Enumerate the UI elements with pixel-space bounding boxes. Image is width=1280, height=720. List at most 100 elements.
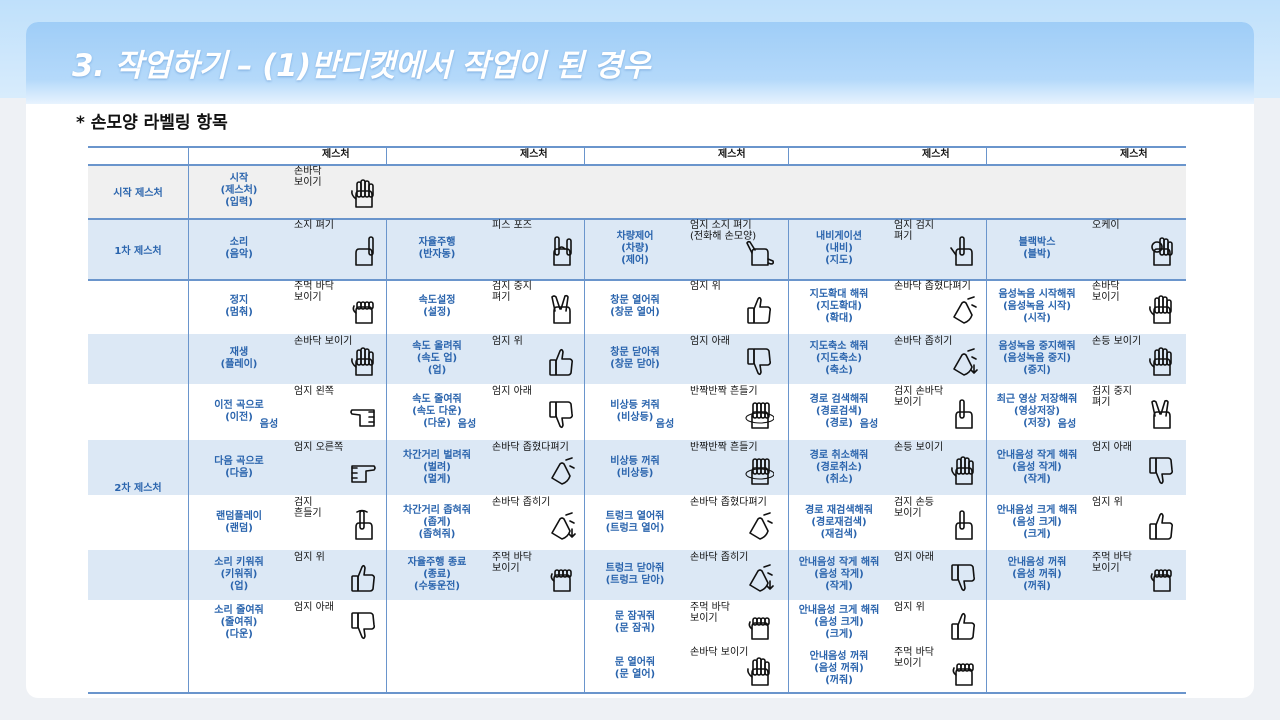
voice-command: 안내음성 꺼줘 (음성 꺼줘) (꺼줘) xyxy=(796,645,882,692)
gesture-label: 주먹 바닥 보이기 xyxy=(1092,552,1132,574)
pinch-close-icon xyxy=(948,345,978,379)
row-band xyxy=(88,440,1186,495)
gesture-label: 엄지 오른쪽 xyxy=(294,442,344,453)
gesture-label: 엄지 아래 xyxy=(894,552,934,563)
gesture-label: 주먹 바닥 보이기 xyxy=(894,647,934,669)
voice-command-text: 소리 (음악) xyxy=(225,236,253,260)
voice-command: 트렁크 열어줘 (트렁크 열어) xyxy=(592,495,678,550)
voice-command: 속도 올려줘 (속도 업) (업) xyxy=(394,334,480,384)
thumbs-down-icon xyxy=(546,398,576,432)
voice-command: 소리 줄여줘 (줄여줘) (다운) xyxy=(196,600,282,645)
thumbs-down-icon xyxy=(744,345,774,379)
voice-command: 속도 줄여줘 (속도 다운) (다운) xyxy=(394,384,480,440)
voice-command-text: 최근 영상 저장해줘 (영상저장) (저장) xyxy=(996,394,1078,429)
voice-command-text: 창문 닫아줘 (창문 닫아) xyxy=(610,347,660,370)
table-cell: 최근 영상 저장해줘 (영상저장) (저장) 검지 중지 펴기 xyxy=(986,384,1184,440)
gesture-label: 검지 흔들기 xyxy=(294,497,322,519)
voice-command: 음성녹음 시작해줘 (음성녹음 시작) (시작) xyxy=(994,279,1080,334)
section-subtitle: * 손모양 라벨링 항목 xyxy=(76,113,228,133)
thumbs-up-icon xyxy=(948,609,978,643)
voice-command-text: 차간거리 벌려줘 (벌려) (멀게) xyxy=(403,449,471,485)
table-cell: 비상등 꺼줘 (비상등) 반짝반짝 흔들기 xyxy=(584,440,782,495)
table-cell: 안내음성 크게 해줘 (음성 크게) (크게) 엄지 위 xyxy=(986,495,1184,550)
voice-command: 경로 검색해줘 (경로검색) (경로) xyxy=(796,384,882,440)
table-cell: 안내음성 크게 해줘 (음성 크게) (크게) 엄지 위 xyxy=(788,600,986,645)
voice-command-text: 소리 줄여줘 (줄여줘) (다운) xyxy=(214,604,264,640)
finger-gun-icon xyxy=(948,235,978,269)
table-rule xyxy=(88,164,1186,166)
voice-command: 문 열어줘 (문 열어) xyxy=(592,645,678,692)
table-cell: 차량제어 (차량) (제어) 엄지 소지 펴기 (전화해 손모양) xyxy=(584,218,782,279)
gesture-label: 반짝반짝 흔들기 xyxy=(690,442,758,453)
voice-command: 문 잠궈줘 (문 잠궈) xyxy=(592,600,678,645)
voice-command: 안내음성 작게 해줘 (음성 작게) (작게) xyxy=(994,440,1080,495)
open-palm-icon xyxy=(348,345,378,379)
voice-command: 내비게이션 (내비) (지도) xyxy=(796,218,882,279)
pinch-open-icon xyxy=(546,454,576,488)
gesture-label: 엄지 아래 xyxy=(1092,442,1132,453)
table-cell: 속도 줄여줘 (속도 다운) (다운) 엄지 아래 xyxy=(386,384,584,440)
voice-command-text: 트렁크 열어줘 (트렁크 열어) xyxy=(605,510,665,534)
gesture-label: 손바닥 좁혔다펴기 xyxy=(894,281,971,292)
peace-sign-icon xyxy=(1146,398,1176,432)
voice-command-text: 음성녹음 중지해줘 (음성녹음 중지) (중지) xyxy=(998,341,1076,376)
gesture-label: 손바닥 좁혔다펴기 xyxy=(690,497,767,508)
table-cell: 다음 곡으로 (다음) 엄지 오른쪽 xyxy=(188,440,386,495)
voice-command-text: 안내음성 크게 해줘 (음성 크게) (크게) xyxy=(798,604,880,640)
column-header-voice: 음성 xyxy=(1057,418,1077,430)
index-pointing-icon xyxy=(948,509,978,543)
open-palm-icon xyxy=(1146,293,1176,327)
call-me-icon xyxy=(744,235,775,269)
voice-command-text: 내비게이션 (내비) (지도) xyxy=(816,230,862,266)
row-band xyxy=(88,334,1186,384)
row-band xyxy=(88,550,1186,600)
voice-command-text: 경로 재검색해줘 (경로재검색) (재검색) xyxy=(805,504,873,540)
row-band xyxy=(88,218,1186,279)
table-cell: 지도축소 해줘 (지도축소) (축소) 손바닥 좁히기 xyxy=(788,334,986,384)
table-cell: 차간거리 좁혀줘 (좁게) (좁혀줘) 손바닥 좁히기 xyxy=(386,495,584,550)
slide-card: 3. 작업하기 – (1)반디캣에서 작업이 된 경우 * 손모양 라벨링 항목… xyxy=(26,22,1254,698)
voice-command: 정지 (멈춰) xyxy=(196,279,282,334)
gesture-label: 엄지 아래 xyxy=(690,336,730,347)
column-header-voice: 음성 xyxy=(259,418,279,430)
gesture-label: 손등 보이기 xyxy=(1092,336,1142,347)
thumbs-down-icon xyxy=(1146,454,1176,488)
voice-command-text: 차간거리 좁혀줘 (좁게) (좁혀줘) xyxy=(403,504,471,540)
voice-command-text: 자율주행 (반자동) xyxy=(418,236,456,260)
voice-command: 차간거리 벌려줘 (벌려) (멀게) xyxy=(394,440,480,495)
table-cell: 자율주행 종료 (종료) (수동운전) 주먹 바닥 보이기 xyxy=(386,550,584,600)
voice-command-text: 음성녹음 시작해줘 (음성녹음 시작) (시작) xyxy=(998,288,1076,324)
thumbs-up-icon xyxy=(348,561,378,595)
thumbs-down-icon xyxy=(348,609,378,643)
voice-command: 이전 곡으로 (이전) xyxy=(196,384,282,440)
table-cell: 경로 검색해줘 (경로검색) (경로) 검지 손바닥 보이기 xyxy=(788,384,986,440)
voice-command: 안내음성 크게 해줘 (음성 크게) (크게) xyxy=(796,600,882,645)
voice-command: 차량제어 (차량) (제어) xyxy=(592,218,678,279)
table-cell: 소리 (음악) 소지 펴기 xyxy=(188,218,386,279)
pinch-close-icon xyxy=(744,561,774,595)
open-palm-icon xyxy=(744,655,774,689)
table-cell: 안내음성 작게 해줘 (음성 작게) (작게) 엄지 아래 xyxy=(788,550,986,600)
voice-command-text: 트렁크 닫아줘 (트렁크 닫아) xyxy=(605,563,665,586)
gesture-label: 손바닥 보이기 xyxy=(690,647,749,658)
voice-command-text: 문 잠궈줘 (문 잠궈) xyxy=(614,610,656,634)
table-cell: 재생 (플레이) 손바닥 보이기 xyxy=(188,334,386,384)
voice-command: 자율주행 (반자동) xyxy=(394,218,480,279)
table-rule xyxy=(88,692,1186,694)
column-divider xyxy=(986,146,987,164)
voice-command: 소리 키워줘 (키워줘) (업) xyxy=(196,550,282,600)
table-cell: 음성녹음 시작해줘 (음성녹음 시작) (시작) 손바닥 보이기 xyxy=(986,279,1184,334)
column-divider xyxy=(386,218,387,692)
table-cell: 속도 올려줘 (속도 업) (업) 엄지 위 xyxy=(386,334,584,384)
gesture-label: 검지 중지 펴기 xyxy=(492,281,532,303)
voice-command-text: 속도 올려줘 (속도 업) (업) xyxy=(412,341,462,376)
gesture-label: 주먹 바닥 보이기 xyxy=(294,281,334,303)
table-rule xyxy=(88,146,1186,148)
table-cell: 정지 (멈춰) 주먹 바닥 보이기 xyxy=(188,279,386,334)
table-cell: 자율주행 (반자동) 피스 포즈 xyxy=(386,218,584,279)
gesture-label: 소지 펴기 xyxy=(294,220,334,231)
voice-command-text: 안내음성 꺼줘 (음성 꺼줘) (꺼줘) xyxy=(809,650,869,686)
voice-command-text: 이전 곡으로 (이전) xyxy=(214,400,264,423)
gesture-label: 엄지 왼쪽 xyxy=(294,386,334,397)
table-cell: 차간거리 벌려줘 (벌려) (멀게) 손바닥 좁혔다펴기 xyxy=(386,440,584,495)
